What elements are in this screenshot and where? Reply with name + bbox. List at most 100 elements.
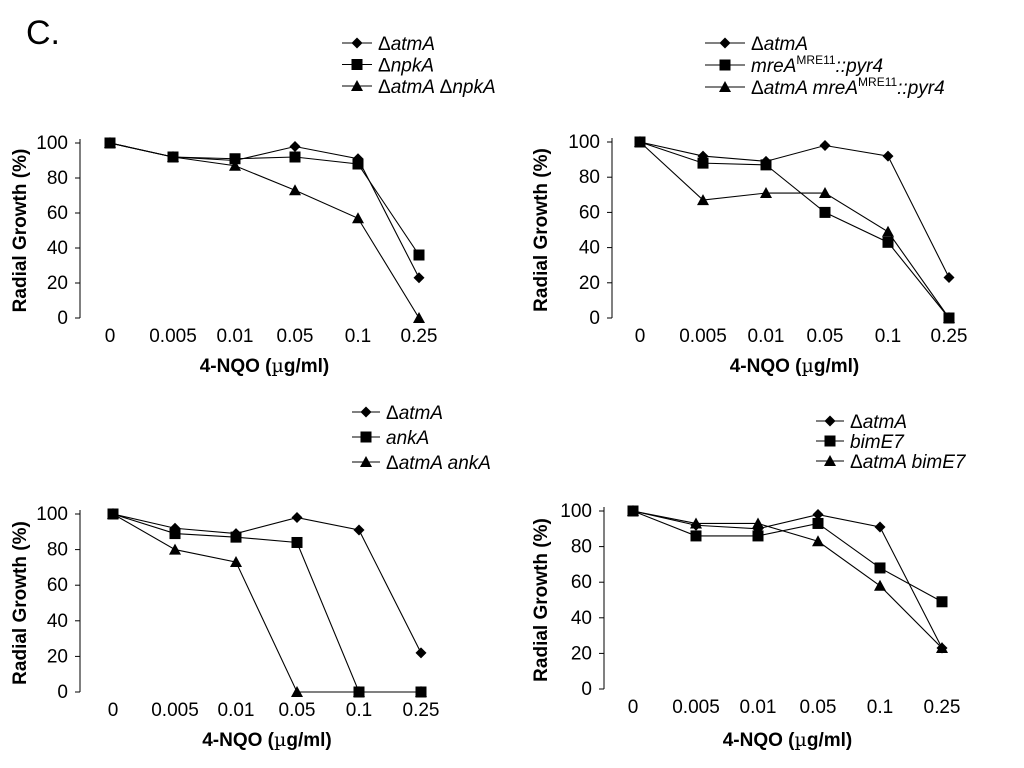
y-axis-title: Radial Growth (%) xyxy=(531,518,552,682)
series-line-triangle xyxy=(632,510,943,649)
y-tick-label: 60 xyxy=(571,572,592,593)
data-point-square xyxy=(752,530,764,542)
x-tick-label: 0.25 xyxy=(924,697,961,718)
series-line-triangle xyxy=(112,513,421,693)
data-point-square xyxy=(819,206,831,218)
x-axis-title: 4-NQO (µg/ml) xyxy=(723,729,853,751)
data-point-diamond xyxy=(413,272,425,284)
y-tick-label: 40 xyxy=(47,611,68,632)
legend-marker-square xyxy=(351,59,363,70)
y-tick-label: 100 xyxy=(36,504,68,525)
data-point-triangle xyxy=(690,517,702,529)
x-tick-label: 0.05 xyxy=(277,326,314,347)
legend-marker-triangle xyxy=(719,81,731,92)
y-tick-label: 100 xyxy=(568,132,600,153)
x-tick-label: 0.01 xyxy=(748,326,785,347)
y-tick-label: 40 xyxy=(579,238,600,259)
x-tick-label: 0.1 xyxy=(346,700,372,721)
legend-marker-triangle xyxy=(351,80,363,91)
x-tick-label: 0.01 xyxy=(218,700,255,721)
legend-label: ΔatmA xyxy=(386,403,443,424)
data-point-triangle xyxy=(107,508,119,519)
x-tick-label: 0.005 xyxy=(149,326,197,347)
legend-label: bimE7 xyxy=(850,432,905,453)
legend-label: ΔatmA xyxy=(751,34,808,55)
series-line-triangle xyxy=(109,142,420,319)
data-point-triangle xyxy=(291,686,303,697)
data-point-triangle xyxy=(936,642,948,654)
x-tick-label: 0.05 xyxy=(800,697,837,718)
x-tick-label: 0 xyxy=(628,697,639,718)
data-point-diamond xyxy=(812,509,824,521)
legend-marker-triangle xyxy=(824,455,836,466)
data-point-triangle xyxy=(752,517,764,529)
legend-label: ΔatmA xyxy=(850,412,907,433)
data-point-triangle xyxy=(943,312,955,323)
y-tick-label: 100 xyxy=(36,133,68,154)
series-line-diamond xyxy=(632,510,943,649)
data-point-square xyxy=(230,531,242,543)
y-tick-label: 60 xyxy=(47,203,68,224)
data-point-triangle xyxy=(874,579,886,591)
data-point-diamond xyxy=(415,647,427,659)
y-tick-label: 60 xyxy=(579,202,600,223)
legend-label: ankA xyxy=(386,428,429,449)
chart-panel-4: 0 20 40 60 80 100 0 0.005 0.01 0.05 0.1 0.25 4-NQO (… xyxy=(531,412,967,751)
y-tick-label: 60 xyxy=(47,575,68,596)
x-axis-title: 4-NQO (µg/ml) xyxy=(202,729,332,751)
legend-label: mreAMRE11::pyr4 xyxy=(751,53,883,77)
legend-label: ΔatmA ΔnpkA xyxy=(378,77,496,98)
legend-label: ΔatmA ankA xyxy=(386,453,491,474)
y-tick-label: 40 xyxy=(47,238,68,259)
data-point-square xyxy=(697,157,709,169)
legend-marker-diamond xyxy=(719,37,731,49)
x-tick-label: 0.01 xyxy=(740,697,777,718)
y-tick-label: 40 xyxy=(571,608,592,629)
y-tick-label: 20 xyxy=(571,643,592,664)
x-tick-label: 0.1 xyxy=(345,326,371,347)
legend-marker-square xyxy=(824,435,836,447)
data-point-square xyxy=(874,562,886,574)
x-tick-label: 0.25 xyxy=(403,700,440,721)
legend-marker-square xyxy=(719,59,731,71)
data-point-diamond xyxy=(289,141,301,152)
x-tick-label: 0.05 xyxy=(279,700,316,721)
data-point-diamond xyxy=(882,150,894,162)
series-line-diamond xyxy=(639,141,950,278)
data-point-triangle xyxy=(634,136,646,147)
data-point-diamond xyxy=(819,140,831,152)
series-line-diamond xyxy=(109,142,420,279)
y-tick-label: 80 xyxy=(579,167,600,188)
data-point-square xyxy=(289,151,301,163)
x-tick-label: 0.1 xyxy=(875,326,901,347)
series-line-square xyxy=(639,141,950,319)
x-tick-label: 0.01 xyxy=(217,326,254,347)
x-tick-label: 0.005 xyxy=(151,700,199,721)
legend-marker-diamond xyxy=(351,37,363,49)
data-point-square xyxy=(690,530,702,542)
data-point-square xyxy=(413,249,425,261)
data-point-triangle xyxy=(230,556,242,568)
legend-label: ΔatmA mreAMRE11::pyr4 xyxy=(751,75,945,99)
data-point-triangle xyxy=(352,212,364,224)
data-point-triangle xyxy=(760,187,772,199)
data-point-triangle xyxy=(169,543,181,555)
series-line-diamond xyxy=(112,513,422,654)
data-point-square xyxy=(812,517,824,529)
series-line-square xyxy=(109,142,420,256)
legend-marker-diamond xyxy=(360,406,372,418)
legend-label: ΔnpkA xyxy=(378,56,434,77)
y-tick-label: 80 xyxy=(47,168,68,189)
data-point-diamond xyxy=(353,524,365,536)
data-point-triangle xyxy=(812,535,824,547)
x-tick-label: 0 xyxy=(108,700,119,721)
data-point-square xyxy=(291,536,303,548)
chart-panel-1: 0 20 40 60 80 100 0 0.005 0.01 0.05 0.1 0.25 4-NQO (… xyxy=(10,34,496,377)
data-point-square xyxy=(169,528,181,540)
legend-label: ΔatmA xyxy=(378,34,435,55)
y-axis-title: Radial Growth (%) xyxy=(10,521,31,685)
legend-marker-diamond xyxy=(824,415,836,427)
x-axis-title: 4-NQO (µg/ml) xyxy=(730,355,860,377)
chart-panel-3: 0 20 40 60 80 100 0 0.005 0.01 0.05 0.1 0.25 4-NQO (… xyxy=(10,403,491,751)
